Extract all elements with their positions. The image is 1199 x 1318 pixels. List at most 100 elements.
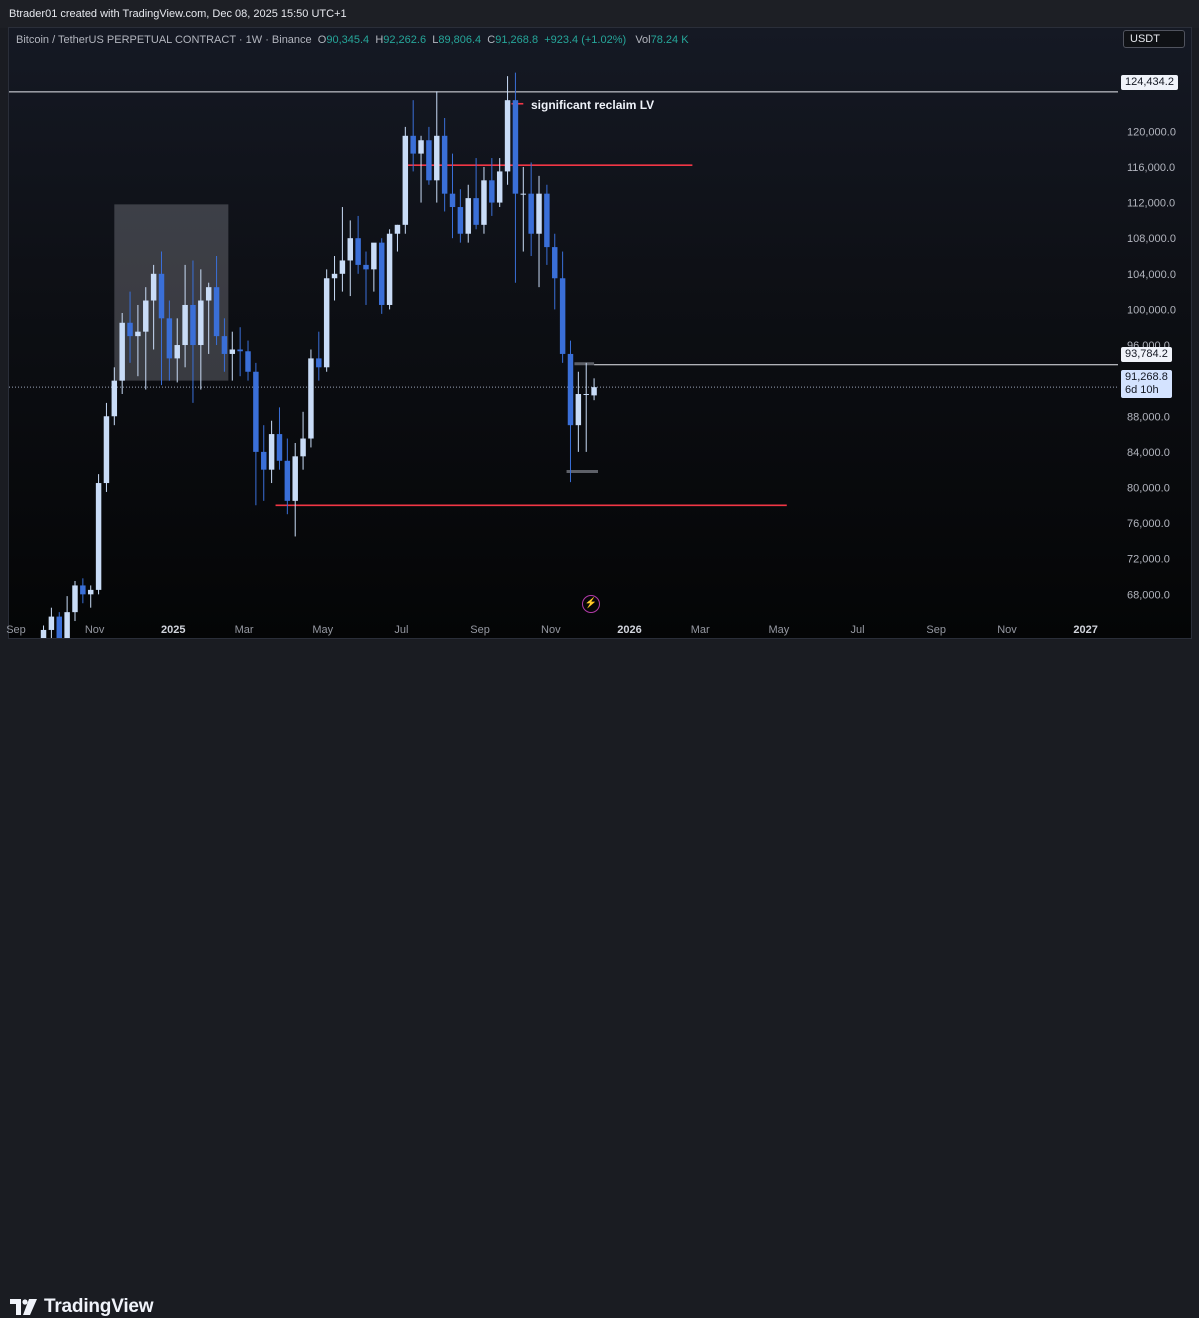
footer: TradingView [0,640,1199,1317]
candle-body [87,589,94,595]
top-price-tag: 124,434.2 [1121,75,1178,90]
currency-button[interactable]: USDT [1123,30,1185,48]
y-tick-label: 108,000.0 [1127,233,1176,245]
x-tick-label: Nov [85,624,105,636]
candle-body [135,331,141,337]
candle-body [504,100,511,172]
candle-body [552,247,558,279]
candle-body [449,193,456,208]
y-tick-label: 100,000.0 [1127,304,1176,316]
logo-text: TradingView [44,1296,154,1317]
candle-body [544,193,550,248]
candle-body [473,198,479,225]
x-tick-label: Nov [997,624,1017,636]
x-tick-label: Nov [541,624,561,636]
annotation-text[interactable]: significant reclaim LV [531,98,655,112]
symbol-legend: Bitcoin / TetherUS PERPETUAL CONTRACT · … [16,34,689,46]
tradingview-logo[interactable]: TradingView [10,1296,154,1318]
candle-body [434,135,440,181]
candle-body [198,300,204,346]
volume-value: 78.24 K [650,34,689,46]
low-value: 89,806.4 [438,34,482,46]
candle-body [72,585,78,613]
candlestick-chart: 68,000.0 72,000.0 76,000.0 80,000.0 84,000.0… [6,72,1176,638]
candle-body [528,193,534,234]
candle-body [308,358,314,439]
y-tick-label: 112,000.0 [1127,198,1175,210]
candle-body [378,242,385,305]
candle-body [371,242,377,270]
candle-body [489,180,495,203]
candle-body [95,483,102,590]
candle-body [300,438,306,457]
x-tick-label: Mar [691,624,710,636]
candle-body [276,434,283,461]
candle-body [496,171,503,203]
low-key: L [432,34,439,46]
candle-body [575,394,582,426]
candle-body [339,260,346,274]
countdown-value: 6d 10h [1125,384,1159,396]
candle-body [111,380,118,417]
candle-body [410,135,416,154]
candle-body [394,224,401,234]
candle-body [261,451,267,470]
candle-body [205,287,212,301]
credit-text: Btrader01 created with TradingView.com, … [9,8,347,20]
candle-body [591,387,597,396]
candle-body [213,287,220,337]
candle-body [402,135,409,225]
candle-body [426,140,432,181]
y-tick-label: 72,000.0 [1127,554,1170,566]
candle-body [268,434,275,470]
candle-body [40,629,47,638]
candle-body [174,345,180,359]
candle-body [583,394,589,396]
x-tick-label: Sep [926,624,946,636]
x-tick-label: Jul [851,624,865,636]
header-bar: Btrader01 created with TradingView.com, … [0,0,1199,28]
candle-body [182,304,188,346]
candle-body [64,612,70,638]
volume-key: Vol [635,34,651,46]
y-tick-label: 76,000.0 [1127,518,1170,530]
candle-body [520,193,527,195]
candle-body [323,278,330,368]
candle-body [386,233,393,305]
y-tick-label: 80,000.0 [1127,482,1170,494]
candle-body [284,460,291,501]
change-value: +923.4 (+1.02%) [544,34,627,46]
candle-body [559,278,566,354]
y-tick-label: 88,000.0 [1127,411,1170,423]
x-tick-label: 2026 [617,624,641,636]
x-tick-label: May [769,624,790,636]
high-value: 92,262.6 [383,34,427,46]
candle-body [245,351,251,372]
candle-body [237,349,243,352]
candle-body [103,416,110,484]
candle-body [143,300,149,332]
y-tick-label: 68,000.0 [1127,589,1170,601]
level-price-tag: 93,784.2 [1121,347,1172,362]
x-tick-label: Sep [470,624,490,636]
tradingview-logo-icon [10,1299,37,1315]
open-key: O [317,34,327,46]
x-tick-label: May [312,624,333,636]
close-key: C [487,34,496,46]
candle-body [158,273,165,319]
candle-body [355,238,361,265]
candle-body [292,456,298,501]
candle-body [316,358,322,368]
x-tick-label: Mar [235,624,254,636]
x-tick-label: 2025 [161,624,185,636]
x-tick-label: Sep [6,624,26,636]
bolt-icon[interactable]: ⚡ [582,595,600,613]
y-tick-label: 120,000.0 [1127,126,1176,138]
close-value: 91,268.8 [495,34,539,46]
candle-body [465,198,471,234]
candle-body [56,616,62,638]
symbol-name[interactable]: Bitcoin / TetherUS PERPETUAL CONTRACT · … [16,34,312,46]
open-value: 90,345.4 [326,34,370,46]
candle-body [127,322,133,337]
chart-area[interactable] [8,27,1192,639]
